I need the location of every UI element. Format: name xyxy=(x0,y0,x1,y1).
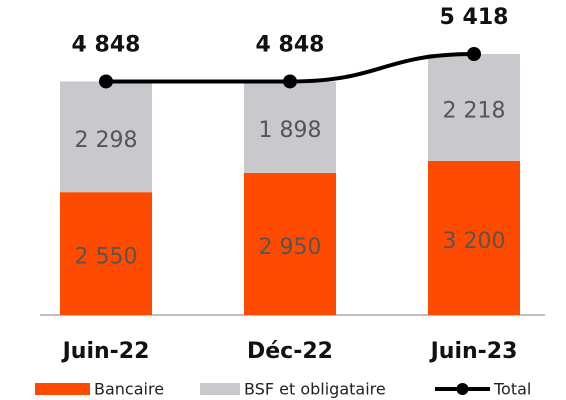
bar-segment xyxy=(428,54,520,161)
bar-segment xyxy=(428,160,520,315)
legend-swatch xyxy=(200,383,240,395)
value-label: 1 898 xyxy=(259,118,322,143)
legend-label: Bancaire xyxy=(94,380,164,399)
x-tick-label: Déc-22 xyxy=(247,339,333,364)
value-label: 2 298 xyxy=(75,128,138,153)
bar-segment xyxy=(60,192,152,315)
bar-segment xyxy=(244,81,336,173)
value-label: 3 200 xyxy=(443,229,506,254)
x-tick-label: Juin-23 xyxy=(429,339,518,364)
total-marker xyxy=(467,47,481,61)
legend-label: BSF et obligataire xyxy=(244,380,386,399)
x-tick-label: Juin-22 xyxy=(61,339,150,364)
value-label: 2 950 xyxy=(259,235,322,260)
bar-segment xyxy=(244,172,336,315)
value-label: 2 550 xyxy=(75,245,138,270)
total-label: 4 848 xyxy=(72,32,141,57)
legend-label: Total xyxy=(493,380,531,399)
legend-marker xyxy=(456,383,469,395)
total-marker xyxy=(99,74,113,89)
total-label: 5 418 xyxy=(440,5,509,30)
bar-segment xyxy=(60,81,152,193)
legend-swatch xyxy=(35,383,90,395)
total-label: 4 848 xyxy=(256,32,325,57)
total-marker xyxy=(283,74,297,89)
value-label: 2 218 xyxy=(443,98,506,123)
